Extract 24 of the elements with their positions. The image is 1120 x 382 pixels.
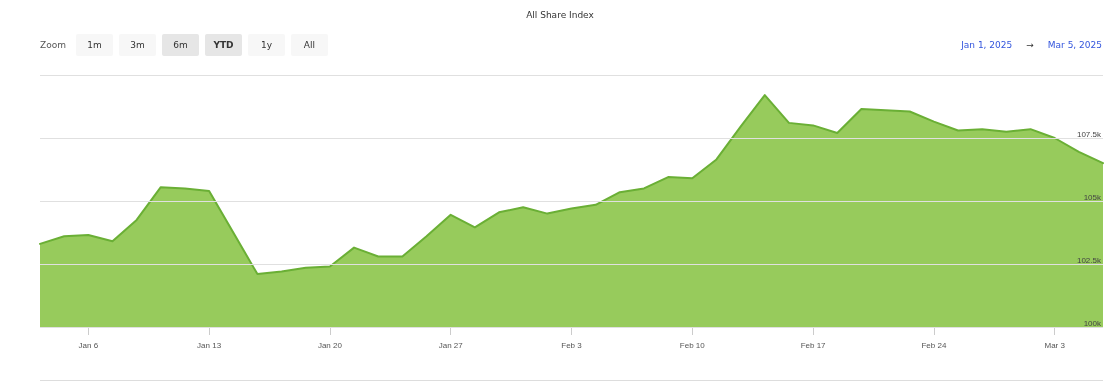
chart-title: All Share Index — [526, 9, 595, 20]
x-tick-label: Jan 13 — [197, 340, 222, 350]
text: 1y — [247, 34, 285, 56]
text: Mar 5, 2025 — [1047, 40, 1102, 50]
y-tick-label: 105k — [1083, 192, 1102, 202]
x-tick-label: Feb 24 — [921, 340, 947, 350]
text: 6m — [161, 34, 199, 56]
x-tick-label: Jan 27 — [438, 340, 464, 350]
y-tick-label: 107.5k — [1076, 129, 1102, 139]
text: Jan 1, 2025 — [961, 40, 1013, 50]
text: → — [1026, 40, 1034, 50]
y-tick-label: 100k — [1083, 318, 1102, 328]
text: 1m — [75, 34, 113, 56]
x-tick-label: Mar 3 — [1044, 340, 1066, 350]
text: YTD — [204, 34, 242, 56]
x-tick-label: Feb 10 — [679, 340, 706, 350]
x-tick-label: Jan 20 — [317, 340, 343, 350]
text: All — [290, 34, 328, 56]
x-tick-label: Jan 6 — [78, 340, 99, 350]
x-tick-label: Feb 3 — [561, 340, 583, 350]
x-tick-label: Feb 17 — [800, 340, 827, 350]
y-tick-label: 102.5k — [1076, 255, 1102, 265]
text: Zoom — [40, 40, 66, 50]
text: 3m — [118, 34, 156, 56]
